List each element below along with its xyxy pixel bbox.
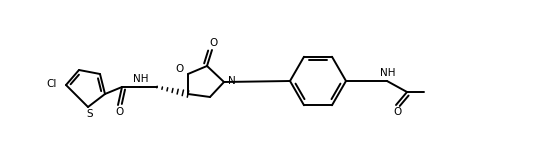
Text: S: S <box>86 109 94 119</box>
Text: O: O <box>209 38 217 48</box>
Text: O: O <box>115 107 123 117</box>
Text: Cl: Cl <box>47 79 57 89</box>
Text: NH: NH <box>380 68 395 78</box>
Text: O: O <box>393 107 401 117</box>
Text: N: N <box>228 76 236 86</box>
Text: NH: NH <box>133 74 149 84</box>
Text: O: O <box>176 64 184 74</box>
